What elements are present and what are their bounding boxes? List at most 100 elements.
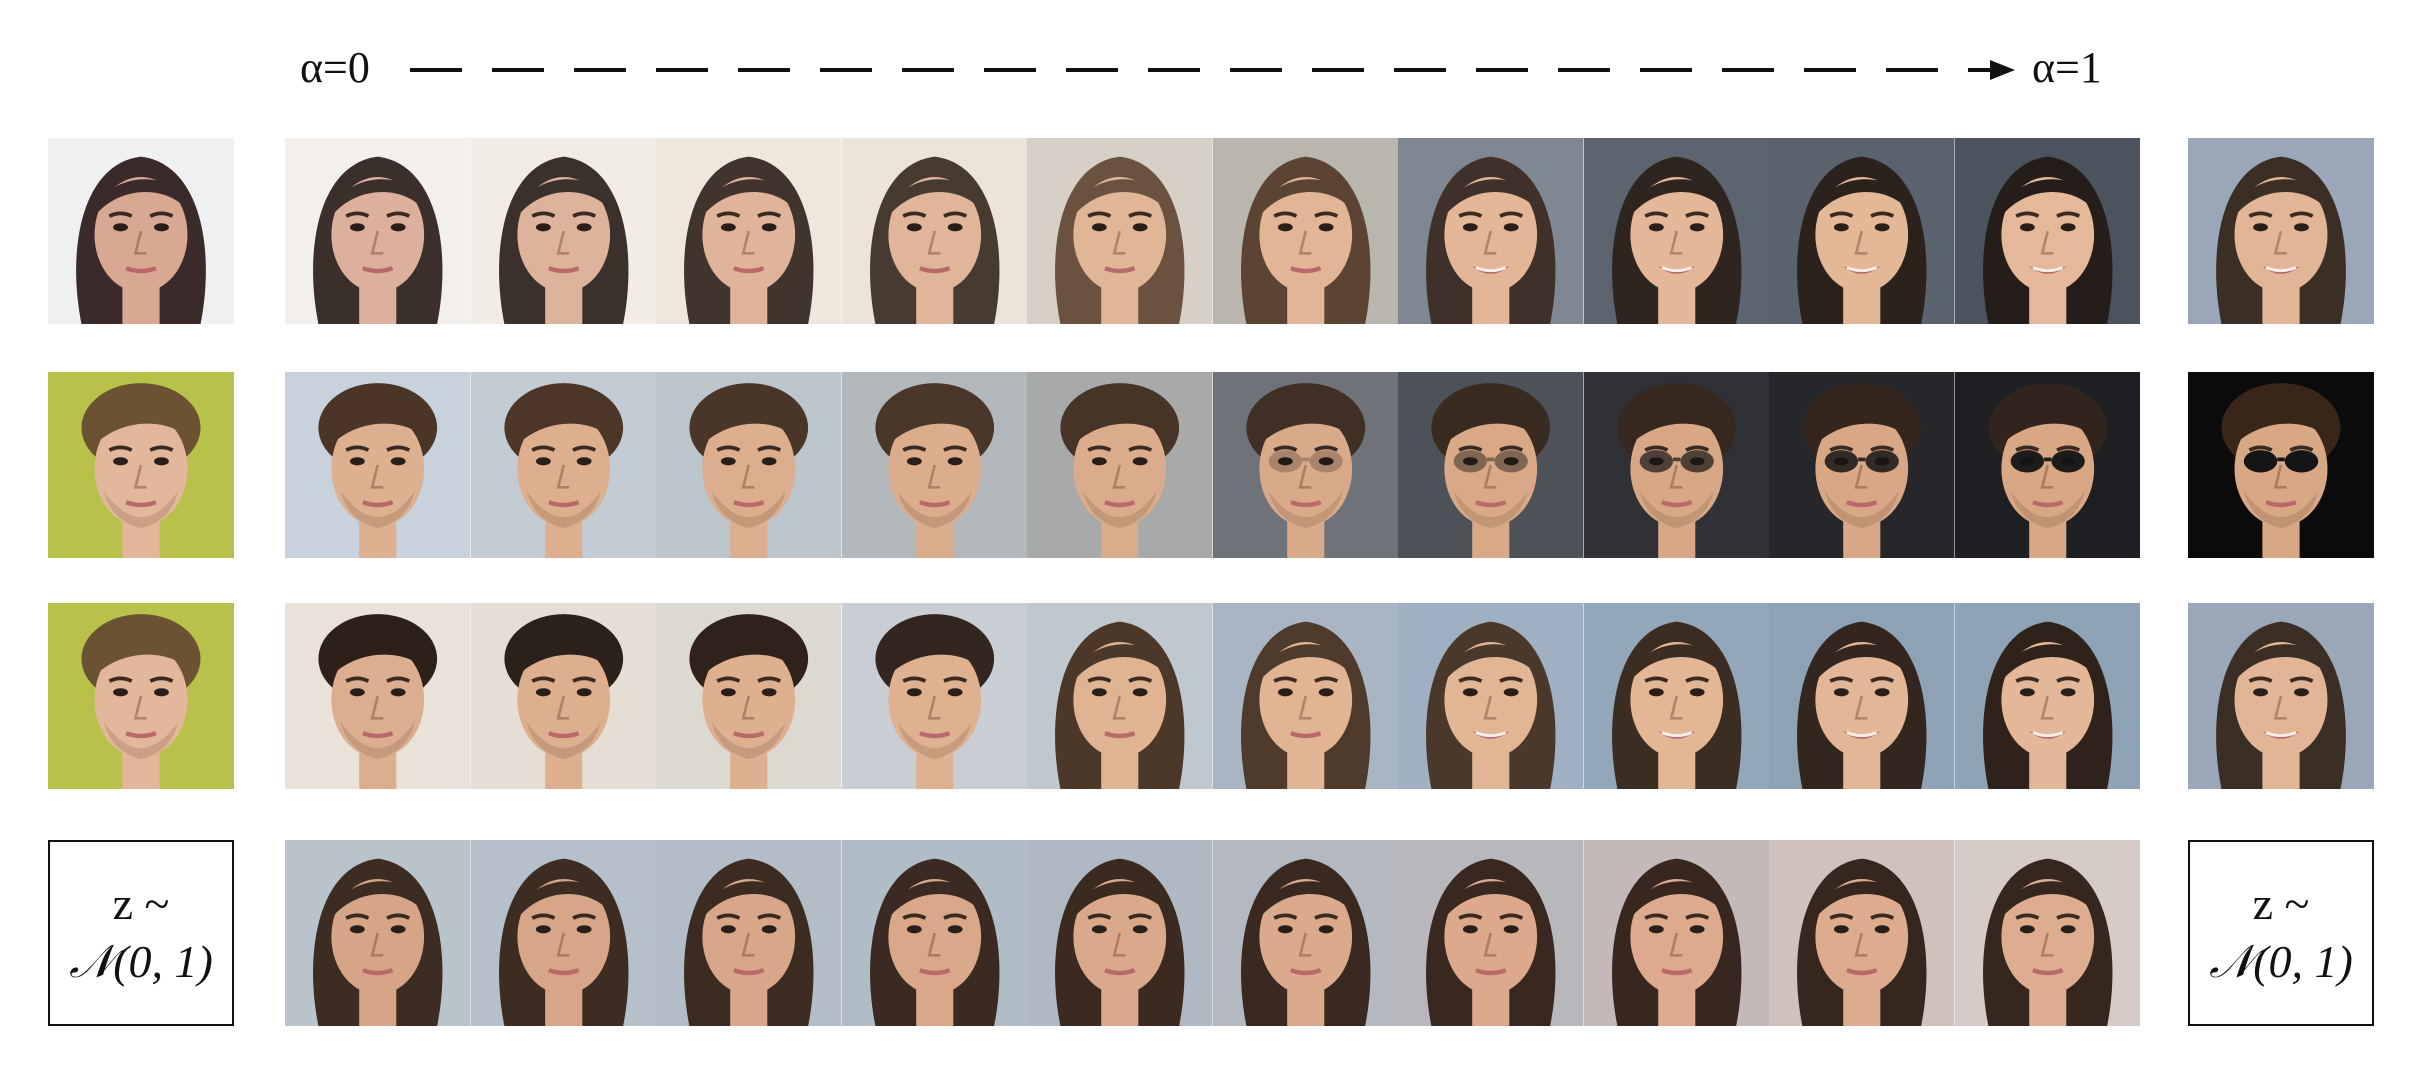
left-eyebrow: [901, 676, 926, 683]
mouth: [918, 968, 950, 976]
interpolated-face-8: [1583, 372, 1769, 558]
right-eye: [1132, 457, 1148, 466]
fringe-shape: [1073, 881, 1168, 919]
left-eyebrow: [108, 445, 133, 452]
left-eye: [1648, 688, 1664, 697]
interpolated-face-8: [1583, 603, 1769, 789]
right-eye: [761, 457, 777, 466]
fringe-shape: [1629, 881, 1725, 919]
fringe-shape: [1628, 408, 1727, 447]
interpolated-face-3: [656, 138, 842, 324]
face-shape: [2234, 177, 2328, 293]
left-eyebrow: [901, 913, 926, 920]
mouth: [1475, 968, 1507, 976]
right-eyebrow: [757, 676, 782, 683]
mouth: [362, 266, 394, 274]
right-eye: [576, 223, 592, 232]
face-shape: [2000, 411, 2094, 527]
face-shape: [1258, 879, 1352, 995]
interpolated-face-9: [1769, 372, 1955, 558]
right-eyebrow: [1870, 676, 1895, 683]
right-eyebrow: [1870, 913, 1895, 920]
left-eye: [535, 457, 551, 466]
left-eyebrow: [716, 211, 741, 218]
face-illustration: [1583, 372, 1769, 558]
right-lens: [1494, 450, 1528, 473]
fringe-shape: [1629, 179, 1725, 217]
interpolation-row: [0, 372, 2425, 558]
face-illustration: [1583, 603, 1769, 789]
interpolated-face-1: [285, 372, 471, 558]
sunglasses: [2010, 450, 2085, 473]
left-eyebrow: [1829, 913, 1854, 920]
face-illustration: [470, 603, 656, 789]
left-eye: [1462, 223, 1478, 232]
interpolated-face-1: [285, 840, 471, 1026]
right-eyebrow: [2055, 445, 2080, 452]
face-shape: [1815, 642, 1909, 758]
fringe-shape: [2000, 881, 2096, 919]
fringe-shape: [2234, 179, 2330, 217]
face-illustration: [841, 138, 1027, 324]
left-eye: [1462, 925, 1478, 934]
stubble: [340, 491, 415, 529]
interpolated-face-4: [841, 372, 1027, 558]
face-shape: [1629, 642, 1723, 758]
mouth: [733, 266, 765, 274]
right-eyebrow: [1499, 676, 1524, 683]
left-eyebrow: [2248, 676, 2273, 683]
fringe-shape: [331, 179, 426, 217]
face-shape: [1815, 411, 1909, 527]
mouth: [362, 500, 394, 508]
face-illustration: [48, 372, 234, 558]
nose: [1112, 695, 1126, 720]
right-eye: [1689, 223, 1705, 232]
face-shape: [331, 642, 425, 758]
left-eyebrow: [1272, 445, 1297, 452]
left-eyebrow: [716, 913, 741, 920]
left-eyebrow: [1087, 445, 1112, 452]
fringe-shape: [329, 408, 428, 447]
face-illustration: [1027, 138, 1213, 324]
face-illustration: [48, 138, 234, 324]
face-shape: [1815, 879, 1909, 995]
right-eye: [154, 457, 169, 466]
right-eyebrow: [1313, 211, 1338, 218]
nose: [1483, 695, 1497, 720]
face-illustration: [841, 840, 1027, 1026]
left-lens: [1453, 450, 1488, 473]
mouth: [1104, 266, 1136, 274]
nose: [1669, 464, 1682, 489]
left-eye: [1462, 688, 1478, 697]
left-eye: [535, 223, 551, 232]
mouth: [125, 731, 157, 739]
fringe-shape: [1258, 881, 1354, 919]
interpolation-row: [0, 603, 2425, 789]
target-face-image: [2188, 603, 2374, 789]
right-lens: [1865, 450, 1899, 473]
stubble: [103, 722, 179, 760]
left-lens: [1824, 450, 1859, 473]
mouth: [1846, 968, 1878, 976]
left-eye: [1833, 688, 1849, 697]
fringe-shape: [329, 639, 428, 678]
left-eyebrow: [2014, 913, 2039, 920]
fringe-shape: [92, 639, 192, 678]
left-eye: [1277, 457, 1293, 466]
face-illustration: [470, 138, 656, 324]
face-illustration: [1398, 840, 1584, 1026]
nose: [927, 464, 940, 489]
right-eyebrow: [149, 211, 174, 218]
mouth: [1289, 266, 1321, 274]
interpolated-face-2: [470, 603, 656, 789]
left-eye: [2019, 223, 2035, 232]
left-eyebrow: [2014, 676, 2039, 683]
right-eye: [1318, 223, 1334, 232]
face-illustration: [1027, 372, 1213, 558]
right-eyebrow: [942, 676, 967, 683]
mouth: [2031, 500, 2063, 508]
noise-label-distribution: 𝒩(0, 1): [69, 936, 213, 987]
fringe-shape: [702, 179, 797, 217]
left-eye: [720, 223, 736, 232]
fringe-shape: [700, 408, 799, 447]
